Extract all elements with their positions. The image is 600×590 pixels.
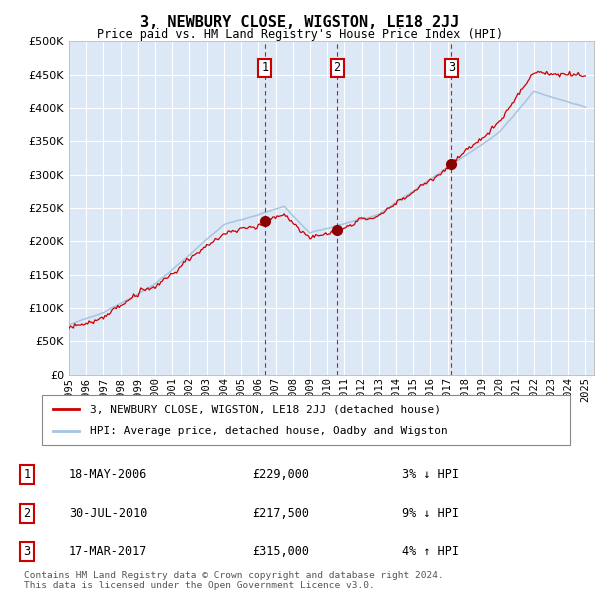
Text: 2: 2 <box>334 61 341 74</box>
Text: 2: 2 <box>23 507 31 520</box>
Text: 9% ↓ HPI: 9% ↓ HPI <box>402 507 459 520</box>
Text: 3, NEWBURY CLOSE, WIGSTON, LE18 2JJ: 3, NEWBURY CLOSE, WIGSTON, LE18 2JJ <box>140 15 460 30</box>
Text: HPI: Average price, detached house, Oadby and Wigston: HPI: Average price, detached house, Oadb… <box>89 427 447 437</box>
Text: Contains HM Land Registry data © Crown copyright and database right 2024.: Contains HM Land Registry data © Crown c… <box>24 571 444 580</box>
Text: 3: 3 <box>448 61 455 74</box>
Text: £229,000: £229,000 <box>252 468 309 481</box>
Text: 3, NEWBURY CLOSE, WIGSTON, LE18 2JJ (detached house): 3, NEWBURY CLOSE, WIGSTON, LE18 2JJ (det… <box>89 404 440 414</box>
Text: 3: 3 <box>23 545 31 558</box>
FancyBboxPatch shape <box>42 395 570 445</box>
Text: 17-MAR-2017: 17-MAR-2017 <box>69 545 148 558</box>
Text: 18-MAY-2006: 18-MAY-2006 <box>69 468 148 481</box>
Text: 1: 1 <box>262 61 268 74</box>
Text: £315,000: £315,000 <box>252 545 309 558</box>
Text: 4% ↑ HPI: 4% ↑ HPI <box>402 545 459 558</box>
Text: 3% ↓ HPI: 3% ↓ HPI <box>402 468 459 481</box>
Text: This data is licensed under the Open Government Licence v3.0.: This data is licensed under the Open Gov… <box>24 581 375 590</box>
Text: Price paid vs. HM Land Registry's House Price Index (HPI): Price paid vs. HM Land Registry's House … <box>97 28 503 41</box>
Text: £217,500: £217,500 <box>252 507 309 520</box>
Text: 1: 1 <box>23 468 31 481</box>
Text: 30-JUL-2010: 30-JUL-2010 <box>69 507 148 520</box>
